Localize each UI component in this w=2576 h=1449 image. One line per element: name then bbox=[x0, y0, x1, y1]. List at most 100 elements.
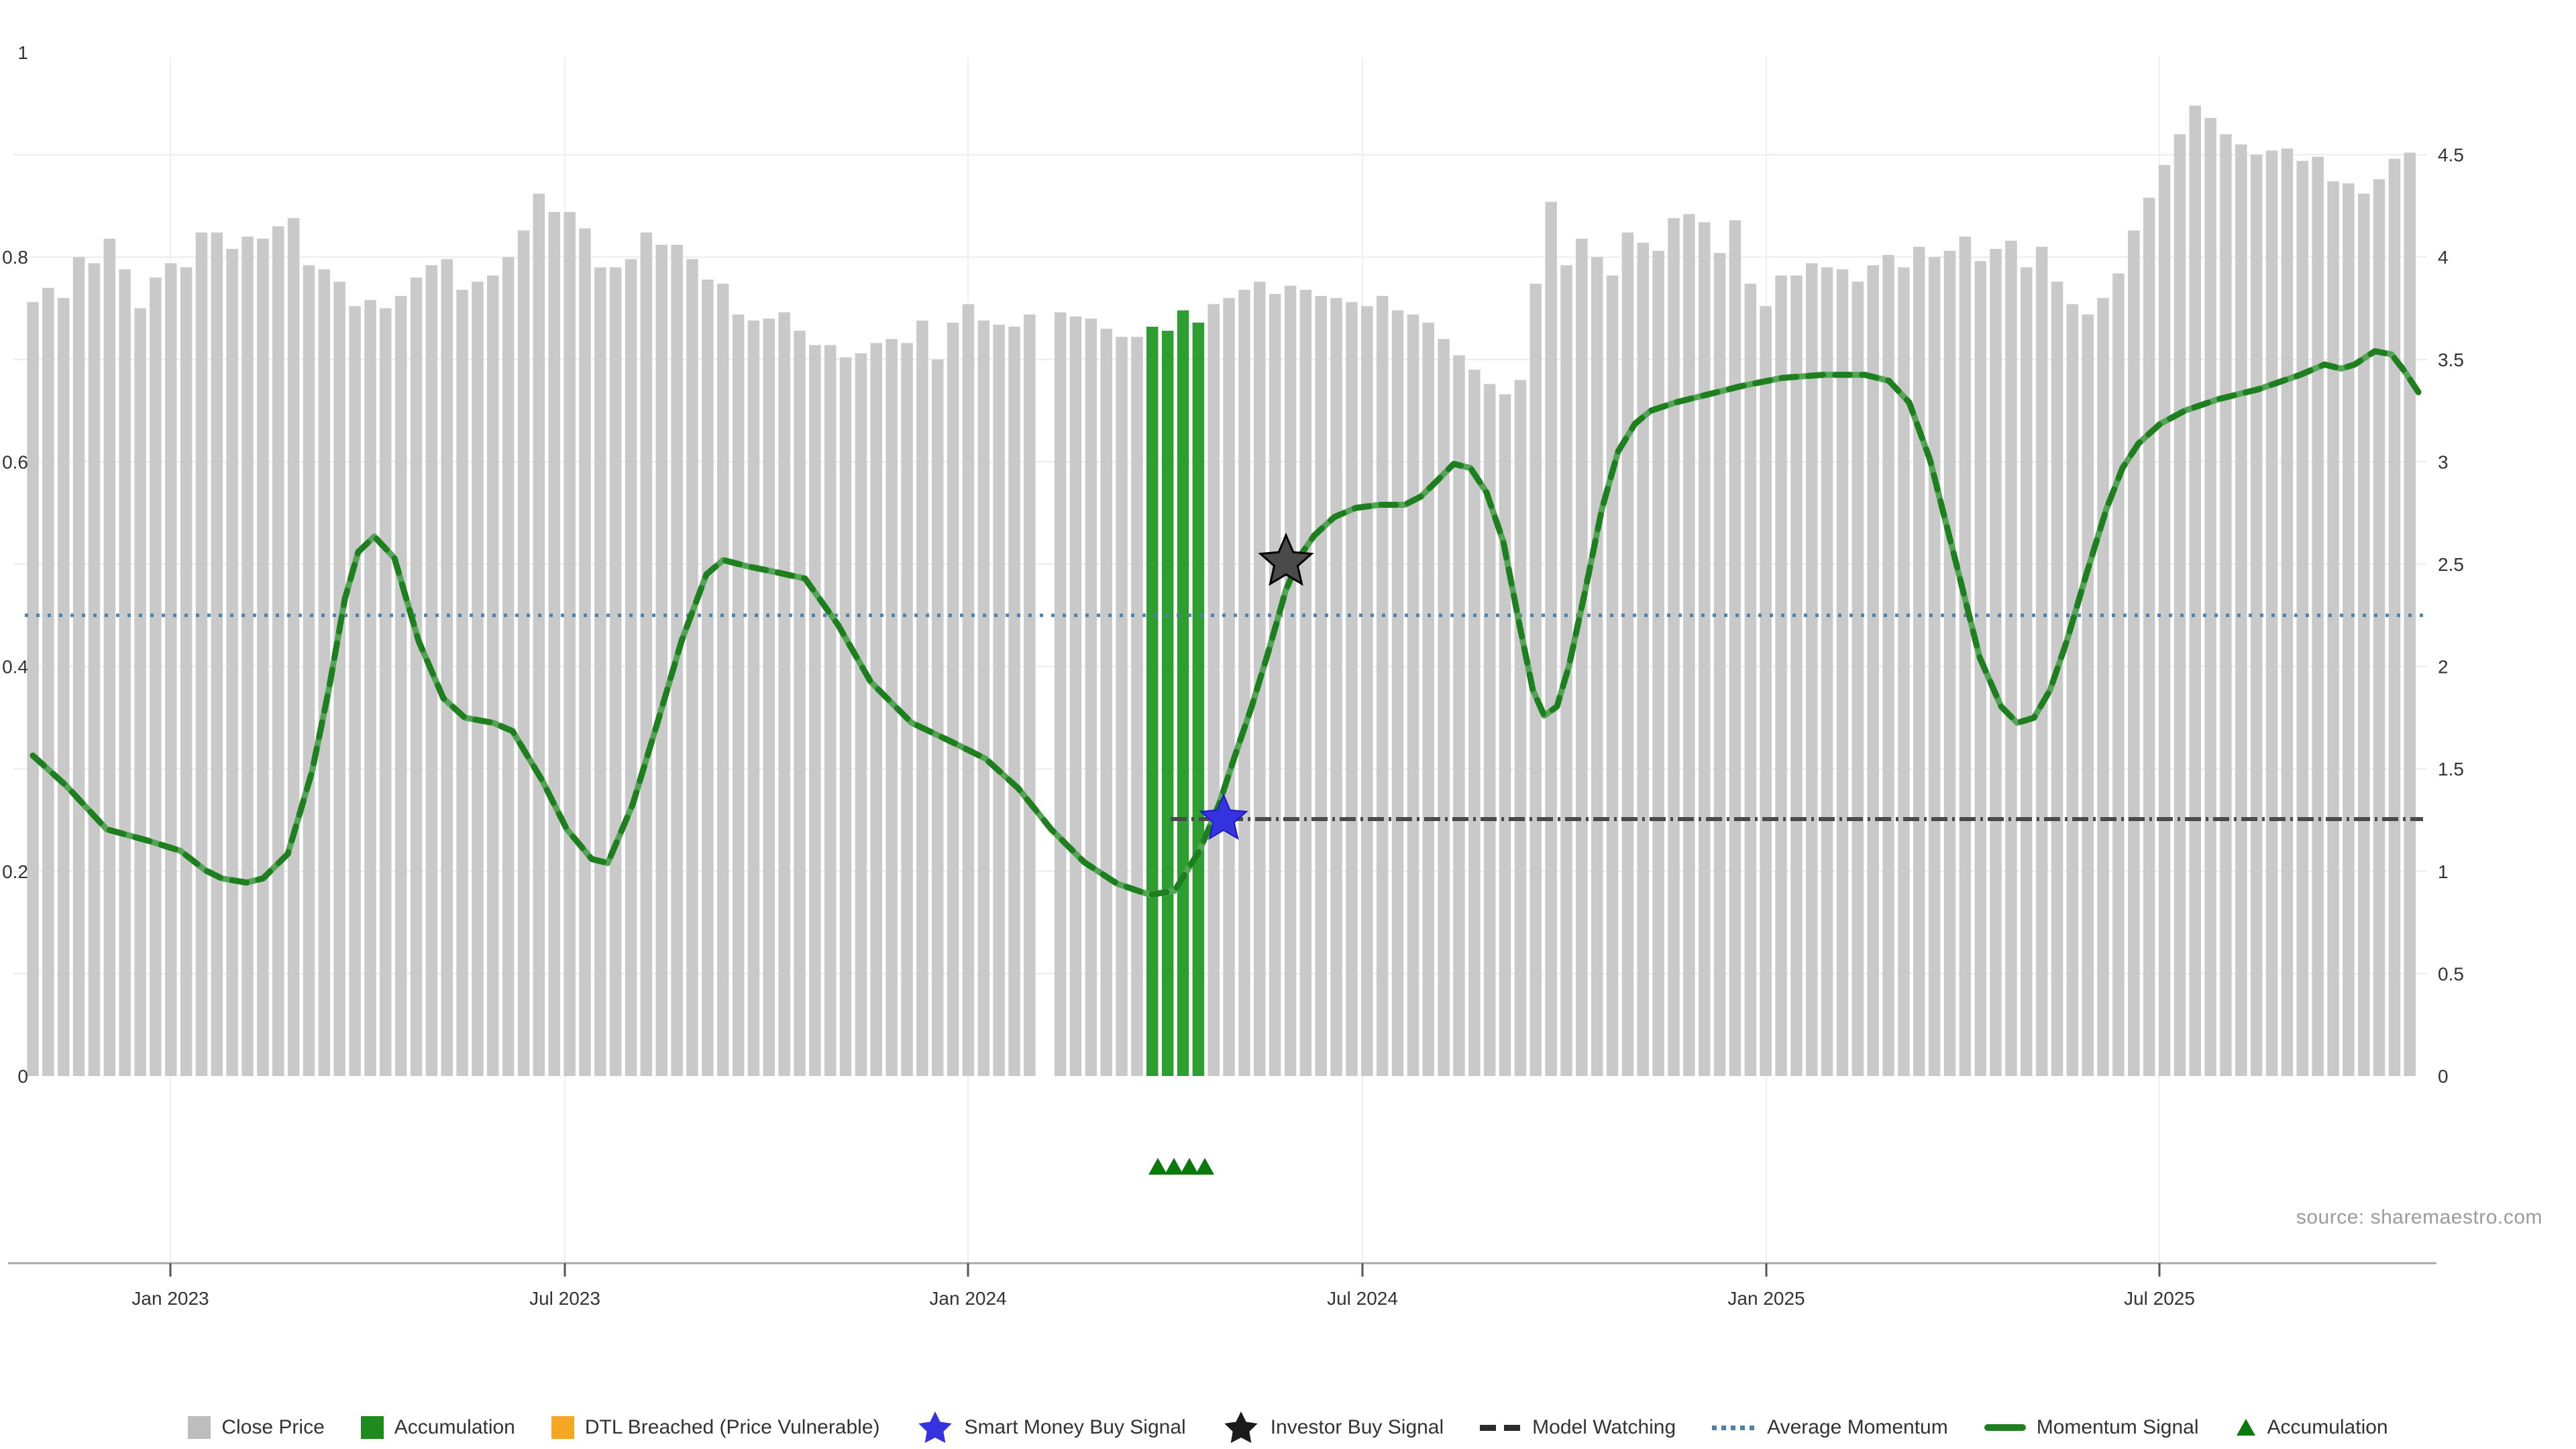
close-price-bar bbox=[1346, 302, 1358, 1076]
close-price-bar bbox=[349, 306, 361, 1076]
close-price-bar bbox=[1576, 238, 1588, 1077]
close-price-bar bbox=[2327, 181, 2339, 1076]
close-price-bar bbox=[1668, 218, 1680, 1077]
close-price-bar bbox=[2082, 314, 2094, 1077]
close-price-bar bbox=[885, 339, 898, 1076]
close-price-bar bbox=[211, 232, 223, 1077]
close-price-bar bbox=[42, 288, 54, 1076]
chart-legend: Close Price Accumulation DTL Breached (P… bbox=[0, 1406, 2576, 1449]
close-price-bar bbox=[1713, 253, 1726, 1077]
close-price-bar bbox=[1499, 394, 1511, 1076]
close-price-bar bbox=[1959, 236, 1972, 1077]
accumulation-triangle-marker bbox=[1165, 1158, 1183, 1175]
momentum-signal-line-icon bbox=[1984, 1424, 2026, 1431]
close-price-bar bbox=[1621, 232, 1634, 1077]
close-price-bar bbox=[226, 249, 238, 1076]
close-price-bar bbox=[88, 263, 101, 1076]
close-price-bar bbox=[1729, 220, 1741, 1076]
right-axis-tick-label: 0.5 bbox=[2438, 963, 2464, 984]
close-price-bar bbox=[717, 283, 729, 1076]
legend-item-close-price: Close Price bbox=[188, 1413, 325, 1442]
close-price-bar bbox=[993, 324, 1005, 1076]
right-axis-tick-label: 0 bbox=[2438, 1066, 2449, 1087]
close-price-bar bbox=[103, 238, 116, 1077]
close-price-bar bbox=[2296, 160, 2308, 1076]
chart-canvas: Jan 2023 Jul 2023 Jan 2024 Jul 2024 Jan 2025… bbox=[2, 42, 2464, 1309]
legend-label: Smart Money Buy Signal bbox=[964, 1416, 1186, 1438]
close-price-bar bbox=[364, 300, 376, 1076]
close-price-bar bbox=[195, 232, 208, 1077]
accumulation-bar bbox=[1192, 322, 1205, 1076]
close-price-bar bbox=[72, 257, 85, 1077]
close-price-bar bbox=[119, 269, 131, 1076]
legend-label: Close Price bbox=[221, 1416, 325, 1438]
close-price-bar bbox=[2204, 117, 2216, 1077]
close-price-bar bbox=[2066, 304, 2079, 1076]
close-price-bar bbox=[1836, 269, 1849, 1076]
close-price-bar bbox=[702, 279, 714, 1076]
close-price-bar bbox=[1591, 257, 1603, 1077]
x-tick-label: Jul 2024 bbox=[1327, 1288, 1398, 1309]
close-price-bar bbox=[1851, 281, 1864, 1076]
close-price-bar bbox=[794, 331, 806, 1077]
close-price-bar bbox=[533, 193, 545, 1077]
close-price-bar bbox=[1361, 306, 1373, 1076]
close-price-bar bbox=[441, 259, 453, 1076]
close-price-bar bbox=[1652, 251, 1664, 1076]
accumulation-bar bbox=[1146, 327, 1159, 1076]
close-price-bar bbox=[962, 304, 975, 1076]
legend-item-dtl-breached: DTL Breached (Price Vulnerable) bbox=[551, 1413, 880, 1442]
close-price-bar bbox=[58, 298, 70, 1077]
close-price-bar bbox=[1545, 201, 1557, 1076]
close-price-bar bbox=[1376, 296, 1389, 1077]
source-note: source: sharemaestro.com bbox=[2296, 1206, 2542, 1228]
close-price-bar bbox=[1330, 298, 1342, 1077]
close-price-bar bbox=[655, 244, 667, 1076]
close-price-bar bbox=[1453, 355, 1465, 1077]
right-axis-tick-label: 4.5 bbox=[2438, 145, 2464, 166]
accumulation-bar bbox=[1177, 310, 1189, 1077]
close-price-bar bbox=[1806, 263, 1818, 1076]
close-price-bar bbox=[27, 302, 39, 1076]
close-price-bar bbox=[839, 357, 852, 1077]
close-price-bar bbox=[472, 281, 484, 1076]
close-price-bar bbox=[763, 318, 775, 1076]
x-tick-label: Jan 2024 bbox=[929, 1288, 1006, 1309]
right-axis-tick-label: 3 bbox=[2438, 451, 2449, 472]
close-price-bar bbox=[1744, 283, 1757, 1076]
close-price-bar bbox=[2265, 150, 2278, 1076]
close-price-bars bbox=[27, 105, 2416, 1077]
close-price-bar bbox=[1483, 384, 1496, 1076]
close-price-bar bbox=[2112, 273, 2125, 1077]
legend-label: Accumulation bbox=[2267, 1416, 2388, 1438]
right-axis-tick-label: 3.5 bbox=[2438, 350, 2464, 370]
close-price-bar bbox=[380, 308, 392, 1076]
close-price-swatch-icon bbox=[188, 1416, 211, 1439]
close-price-bar bbox=[1775, 275, 1787, 1077]
close-price-bar bbox=[1637, 242, 1649, 1076]
close-price-bar bbox=[1867, 265, 1879, 1076]
accumulation-bar bbox=[1161, 331, 1174, 1077]
close-price-bar bbox=[2373, 179, 2385, 1077]
close-price-bar bbox=[1269, 294, 1281, 1077]
legend-item-momentum-signal: Momentum Signal bbox=[1984, 1416, 2199, 1439]
close-price-bar bbox=[594, 267, 606, 1076]
x-tick-label: Jul 2023 bbox=[529, 1288, 600, 1309]
close-price-bar bbox=[272, 226, 284, 1076]
close-price-bar bbox=[1024, 314, 1036, 1077]
close-price-bar bbox=[609, 267, 622, 1076]
left-axis-tick-label: 0.8 bbox=[2, 247, 28, 268]
left-axis-tick-label: 0.2 bbox=[2, 861, 28, 882]
x-tick-label: Jan 2025 bbox=[1727, 1288, 1805, 1309]
average-momentum-dots-icon bbox=[1712, 1426, 1755, 1430]
close-price-bar bbox=[1391, 310, 1404, 1077]
legend-label: Model Watching bbox=[1532, 1416, 1676, 1438]
close-price-bar bbox=[502, 257, 515, 1077]
close-price-bar bbox=[456, 290, 468, 1076]
legend-label: Momentum Signal bbox=[2036, 1416, 2199, 1438]
close-price-bar bbox=[1990, 249, 2002, 1076]
close-price-bar bbox=[2358, 193, 2370, 1077]
close-price-bar bbox=[410, 277, 423, 1077]
close-price-bar bbox=[1223, 298, 1235, 1077]
accumulation-triangle-marker bbox=[1148, 1158, 1167, 1175]
